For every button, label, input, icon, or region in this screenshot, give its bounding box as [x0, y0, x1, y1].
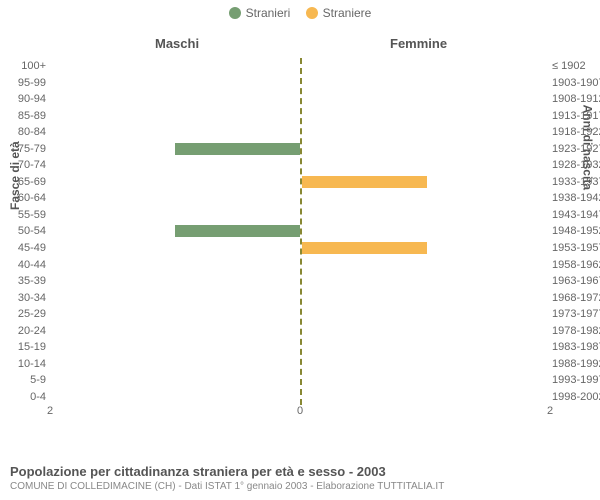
age-label: 60-64	[10, 192, 46, 204]
legend-male-label: Stranieri	[246, 6, 291, 20]
birth-label: 1958-1962	[552, 259, 600, 271]
row: 75-791923-1927	[50, 141, 550, 158]
bar-male	[175, 225, 300, 237]
row: 45-491953-1957	[50, 240, 550, 257]
birth-label: 1923-1927	[552, 143, 600, 155]
row: 60-641938-1942	[50, 190, 550, 207]
legend: Stranieri Straniere	[0, 0, 600, 26]
legend-male-swatch	[229, 7, 241, 19]
age-label: 10-14	[10, 358, 46, 370]
age-label: 100+	[10, 60, 46, 72]
row: 70-741928-1932	[50, 157, 550, 174]
birth-label: 1948-1952	[552, 225, 600, 237]
legend-female-label: Straniere	[323, 6, 372, 20]
birth-label: 1903-1907	[552, 77, 600, 89]
birth-label: 1973-1977	[552, 308, 600, 320]
row: 55-591943-1947	[50, 207, 550, 224]
rows: 100+≤ 190295-991903-190790-941908-191285…	[50, 58, 550, 405]
age-label: 55-59	[10, 209, 46, 221]
row: 50-541948-1952	[50, 223, 550, 240]
x-tick: 2	[47, 405, 53, 417]
x-tick: 0	[297, 405, 303, 417]
row: 80-841918-1922	[50, 124, 550, 141]
birth-label: 1988-1992	[552, 358, 600, 370]
age-label: 65-69	[10, 176, 46, 188]
age-label: 25-29	[10, 308, 46, 320]
age-label: 95-99	[10, 77, 46, 89]
row: 15-191983-1987	[50, 339, 550, 356]
age-label: 85-89	[10, 110, 46, 122]
legend-female: Straniere	[306, 6, 372, 20]
row: 10-141988-1992	[50, 355, 550, 372]
bar-male	[175, 143, 300, 155]
birth-label: 1963-1967	[552, 275, 600, 287]
row: 25-291973-1977	[50, 306, 550, 323]
row: 40-441958-1962	[50, 256, 550, 273]
row: 20-241978-1982	[50, 322, 550, 339]
x-tick: 2	[547, 405, 553, 417]
row: 30-341968-1972	[50, 289, 550, 306]
birth-label: 1953-1957	[552, 242, 600, 254]
birth-label: ≤ 1902	[552, 60, 600, 72]
age-label: 35-39	[10, 275, 46, 287]
row: 35-391963-1967	[50, 273, 550, 290]
bar-female	[302, 176, 427, 188]
row: 65-691933-1937	[50, 174, 550, 191]
age-label: 45-49	[10, 242, 46, 254]
birth-label: 1928-1932	[552, 159, 600, 171]
birth-label: 1943-1947	[552, 209, 600, 221]
chart-area: Maschi Femmine 100+≤ 190295-991903-19079…	[50, 30, 550, 430]
chart-container: Stranieri Straniere Fasce di età Anni di…	[0, 0, 600, 500]
birth-label: 1933-1937	[552, 176, 600, 188]
left-header: Maschi	[155, 36, 199, 51]
age-label: 20-24	[10, 325, 46, 337]
age-label: 70-74	[10, 159, 46, 171]
birth-label: 1993-1997	[552, 374, 600, 386]
birth-label: 1918-1922	[552, 126, 600, 138]
bar-female	[302, 242, 427, 254]
row: 100+≤ 1902	[50, 58, 550, 75]
x-axis: 2 0 2	[50, 405, 550, 420]
row: 85-891913-1917	[50, 108, 550, 125]
age-label: 30-34	[10, 292, 46, 304]
birth-label: 1908-1912	[552, 93, 600, 105]
age-label: 0-4	[10, 391, 46, 403]
birth-label: 1938-1942	[552, 192, 600, 204]
age-label: 50-54	[10, 225, 46, 237]
footer-title: Popolazione per cittadinanza straniera p…	[10, 464, 590, 479]
legend-male: Stranieri	[229, 6, 291, 20]
right-header: Femmine	[390, 36, 447, 51]
age-label: 15-19	[10, 341, 46, 353]
row: 90-941908-1912	[50, 91, 550, 108]
footer-subtitle: COMUNE DI COLLEDIMACINE (CH) - Dati ISTA…	[10, 481, 590, 492]
row: 95-991903-1907	[50, 75, 550, 92]
age-label: 75-79	[10, 143, 46, 155]
birth-label: 1913-1917	[552, 110, 600, 122]
age-label: 5-9	[10, 374, 46, 386]
row: 5-91993-1997	[50, 372, 550, 389]
footer: Popolazione per cittadinanza straniera p…	[10, 464, 590, 492]
row: 0-41998-2002	[50, 388, 550, 405]
birth-label: 1983-1987	[552, 341, 600, 353]
age-label: 40-44	[10, 259, 46, 271]
legend-female-swatch	[306, 7, 318, 19]
birth-label: 1998-2002	[552, 391, 600, 403]
birth-label: 1978-1982	[552, 325, 600, 337]
birth-label: 1968-1972	[552, 292, 600, 304]
age-label: 90-94	[10, 93, 46, 105]
age-label: 80-84	[10, 126, 46, 138]
